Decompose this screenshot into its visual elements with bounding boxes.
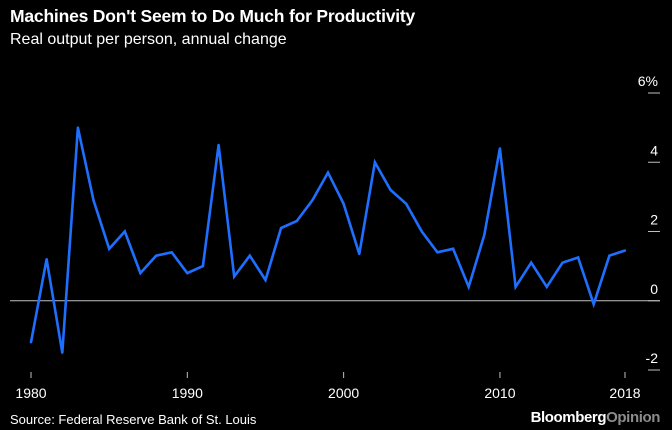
data-point: [264, 278, 267, 282]
data-point: [498, 147, 502, 150]
data-point: [404, 202, 408, 205]
brand-logo: BloombergOpinion: [530, 409, 661, 426]
data-point: [420, 230, 423, 233]
x-tick-label: 2010: [484, 385, 515, 401]
data-point: [123, 230, 126, 233]
y-tick-label: 6%: [638, 73, 658, 89]
y-tick-label: 0: [650, 281, 658, 297]
data-point: [545, 285, 549, 289]
x-tick-label: 1980: [15, 385, 46, 401]
x-tick-label: 2018: [609, 385, 640, 401]
data-point: [389, 188, 392, 192]
brand-part-1: Bloomberg: [530, 409, 607, 426]
data-point: [436, 251, 439, 254]
data-point: [107, 247, 111, 251]
data-point: [373, 161, 377, 164]
data-point: [61, 351, 64, 354]
data-point: [233, 275, 236, 278]
series-line: [29, 127, 626, 353]
data-point: [530, 261, 533, 264]
data-point: [483, 233, 486, 237]
data-point: [342, 202, 345, 205]
y-tick-label: -2: [646, 350, 659, 366]
data-point: [311, 199, 314, 202]
chart-subtitle: Real output per person, annual change: [10, 31, 287, 48]
data-point: [139, 271, 142, 275]
data-point: [467, 285, 470, 289]
data-point: [92, 199, 95, 202]
data-point: [576, 256, 580, 259]
data-point: [248, 254, 252, 257]
data-point: [29, 341, 33, 344]
data-point: [514, 285, 517, 289]
data-point: [608, 254, 611, 257]
data-point: [295, 219, 298, 223]
y-tick-label: 4: [650, 142, 658, 158]
data-point: [217, 143, 220, 147]
data-point: [76, 126, 80, 129]
y-tick-label: 2: [650, 212, 658, 228]
brand-part-2: Opinion: [606, 409, 660, 426]
data-point: [592, 303, 595, 306]
data-point: [561, 261, 564, 264]
data-point: [45, 258, 48, 261]
source-note: Source: Federal Reserve Bank of St. Loui…: [10, 412, 257, 427]
data-point: [201, 264, 205, 268]
data-point: [358, 252, 361, 256]
data-point: [279, 226, 283, 230]
chart-title: Machines Don't Seem to Do Much for Produ…: [10, 6, 416, 26]
x-tick-label: 1990: [172, 385, 203, 401]
data-point: [623, 249, 627, 252]
data-point: [326, 171, 330, 174]
data-point: [154, 254, 158, 257]
data-point: [451, 247, 455, 251]
data-point: [170, 251, 173, 254]
data-point: [186, 271, 189, 275]
x-tick-label: 2000: [328, 385, 359, 401]
